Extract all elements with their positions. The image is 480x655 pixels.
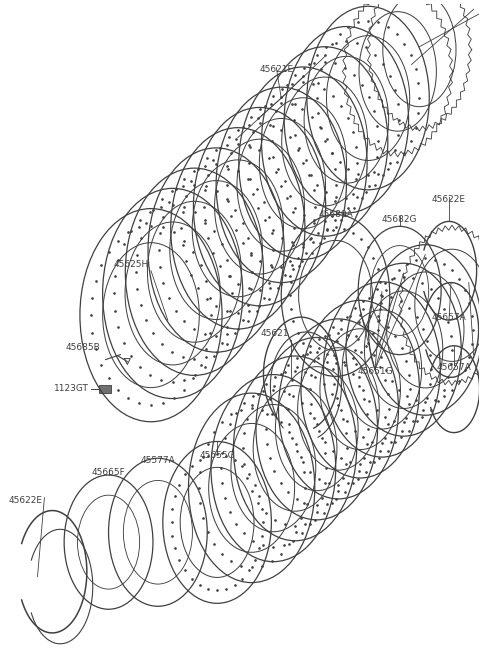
Text: 45651G: 45651G: [357, 367, 393, 377]
Text: 45657A: 45657A: [432, 313, 467, 322]
Text: 45625H: 45625H: [114, 260, 149, 269]
Text: 45685B: 45685B: [66, 343, 101, 352]
Text: 45657A: 45657A: [437, 362, 471, 371]
Text: 45577A: 45577A: [141, 457, 175, 465]
Text: 45621: 45621: [261, 329, 289, 338]
Text: 45665F: 45665F: [92, 468, 125, 477]
Text: 45622E: 45622E: [9, 496, 42, 505]
Text: 1123GT: 1123GT: [54, 384, 89, 393]
Text: 45689A: 45689A: [318, 210, 353, 219]
Text: 45655G: 45655G: [199, 451, 235, 460]
Bar: [99, 385, 110, 393]
Text: 45682G: 45682G: [382, 214, 418, 223]
Text: 45621E: 45621E: [259, 66, 293, 75]
Text: 45622E: 45622E: [432, 195, 466, 204]
